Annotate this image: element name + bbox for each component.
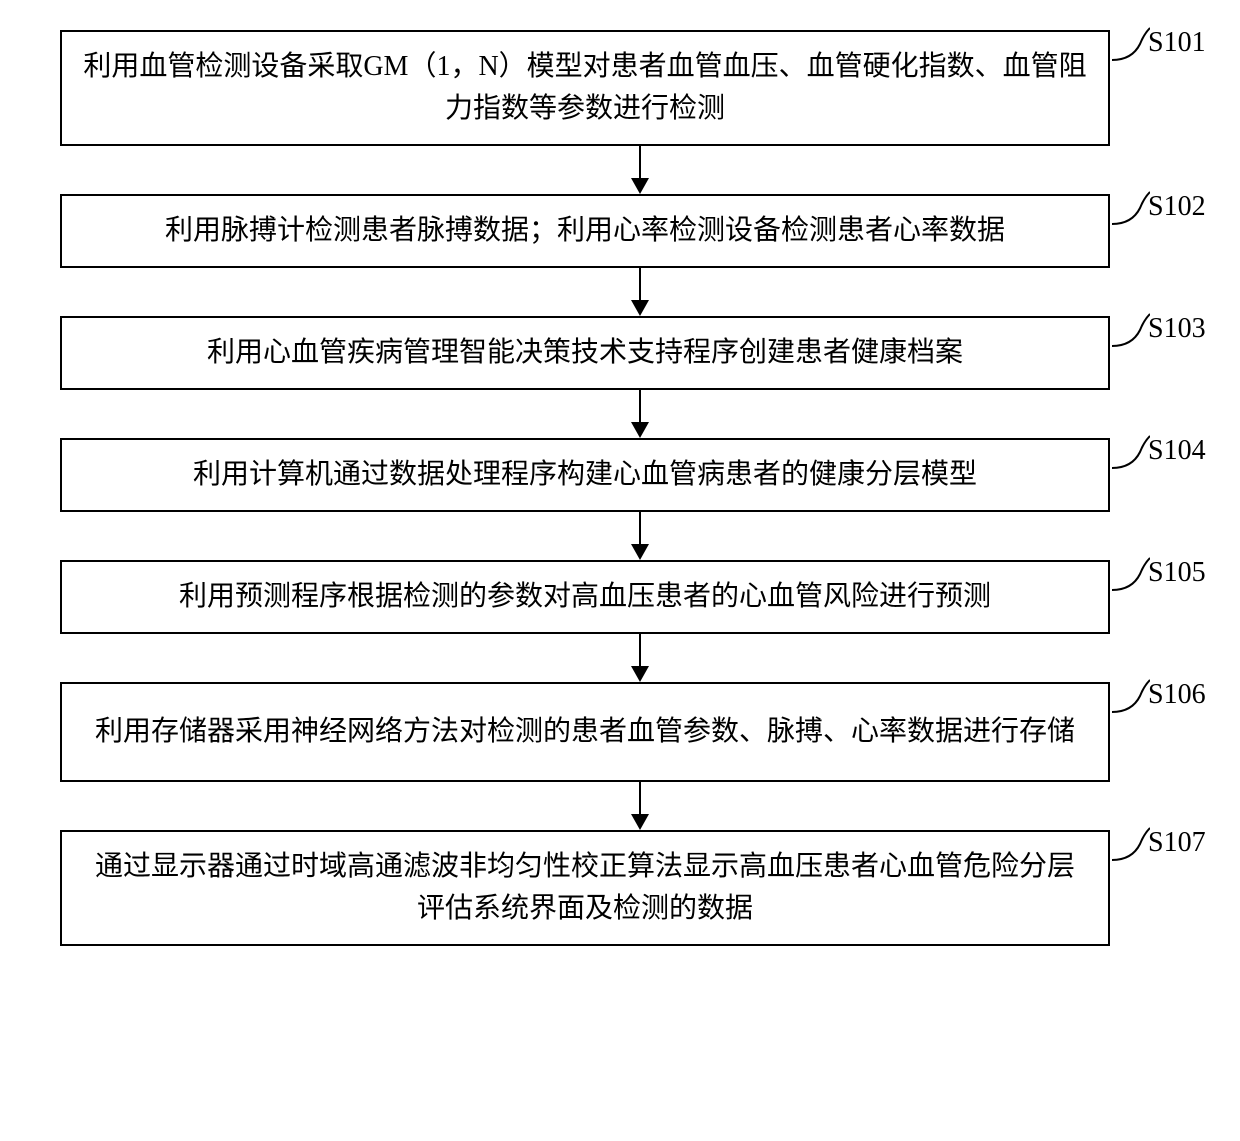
step-label-s102: S102 (1148, 191, 1206, 223)
step-row: 利用脉搏计检测患者脉搏数据；利用心率检测设备检测患者心率数据 S102 (20, 194, 1220, 268)
step-row: 利用计算机通过数据处理程序构建心血管病患者的健康分层模型 S104 (20, 438, 1220, 512)
arrow-down-icon (115, 782, 1165, 830)
step-label-wrap: S101 (1112, 22, 1206, 64)
step-box-s105: 利用预测程序根据检测的参数对高血压患者的心血管风险进行预测 (60, 560, 1110, 634)
arrow-down-icon (115, 268, 1165, 316)
step-row: 利用存储器采用神经网络方法对检测的患者血管参数、脉搏、心率数据进行存储 S106 (20, 682, 1220, 782)
step-label-s104: S104 (1148, 435, 1206, 467)
step-box-s104: 利用计算机通过数据处理程序构建心血管病患者的健康分层模型 (60, 438, 1110, 512)
step-box-s101: 利用血管检测设备采取GM（1，N）模型对患者血管血压、血管硬化指数、血管阻力指数… (60, 30, 1110, 146)
step-label-wrap: S103 (1112, 308, 1206, 350)
step-label-wrap: S107 (1112, 822, 1206, 864)
step-row: 通过显示器通过时域高通滤波非均匀性校正算法显示高血压患者心血管危险分层评估系统界… (20, 830, 1220, 946)
step-label-s103: S103 (1148, 313, 1206, 345)
step-box-s107: 通过显示器通过时域高通滤波非均匀性校正算法显示高血压患者心血管危险分层评估系统界… (60, 830, 1110, 946)
step-label-s105: S105 (1148, 557, 1206, 589)
step-box-s106: 利用存储器采用神经网络方法对检测的患者血管参数、脉搏、心率数据进行存储 (60, 682, 1110, 782)
arrow-down-icon (115, 390, 1165, 438)
step-label-wrap: S104 (1112, 430, 1206, 472)
step-label-wrap: S105 (1112, 552, 1206, 594)
step-box-s103: 利用心血管疾病管理智能决策技术支持程序创建患者健康档案 (60, 316, 1110, 390)
arrow-down-icon (115, 512, 1165, 560)
step-box-s102: 利用脉搏计检测患者脉搏数据；利用心率检测设备检测患者心率数据 (60, 194, 1110, 268)
flowchart-container: 利用血管检测设备采取GM（1，N）模型对患者血管血压、血管硬化指数、血管阻力指数… (20, 30, 1220, 946)
arrow-down-icon (115, 146, 1165, 194)
step-label-wrap: S102 (1112, 186, 1206, 228)
arrow-down-icon (115, 634, 1165, 682)
step-label-s101: S101 (1148, 27, 1206, 59)
step-label-s107: S107 (1148, 827, 1206, 859)
step-row: 利用血管检测设备采取GM（1，N）模型对患者血管血压、血管硬化指数、血管阻力指数… (20, 30, 1220, 146)
step-row: 利用心血管疾病管理智能决策技术支持程序创建患者健康档案 S103 (20, 316, 1220, 390)
step-label-s106: S106 (1148, 679, 1206, 711)
step-row: 利用预测程序根据检测的参数对高血压患者的心血管风险进行预测 S105 (20, 560, 1220, 634)
step-label-wrap: S106 (1112, 674, 1206, 716)
